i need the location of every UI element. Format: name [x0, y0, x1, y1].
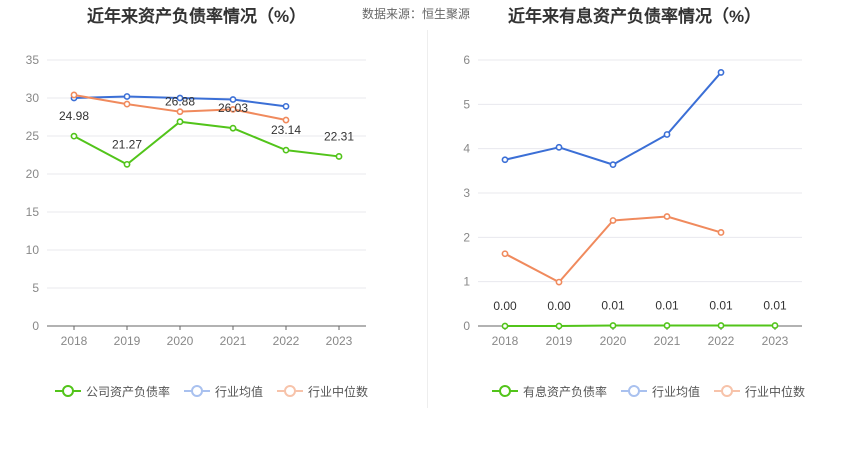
- data-label: 0.00: [493, 299, 517, 313]
- data-label: 0.01: [709, 299, 733, 313]
- legend-orange-line-icon: [714, 384, 741, 398]
- legend-item-industry-median[interactable]: 行业中位数: [277, 383, 368, 400]
- y-tick-label: 1: [463, 275, 470, 289]
- debt-ratio-chart: 0 5 10 15 20 25 30 35 2018 2019 2020 2021 2022 2023 24…: [26, 53, 366, 348]
- legend-label: 行业中位数: [745, 384, 806, 399]
- data-point: [282, 102, 290, 110]
- legend-label: 行业均值: [215, 384, 264, 399]
- y-tick-label: 3: [463, 186, 470, 200]
- y-tick-label: 5: [463, 97, 470, 111]
- data-point: [176, 108, 184, 116]
- data-point: [663, 322, 671, 329]
- chart2-title: 近年来有息资产负债率情况（%）: [508, 7, 762, 26]
- y-tick-label: 6: [463, 53, 470, 67]
- y-tick-label: 5: [32, 281, 39, 295]
- x-tick-label: 2022: [273, 334, 300, 348]
- data-point: [282, 146, 290, 154]
- legend-label: 行业均值: [652, 384, 701, 399]
- data-point: [609, 217, 617, 224]
- data-point: [335, 153, 343, 160]
- data-point: [70, 132, 78, 140]
- data-label: 0.00: [547, 299, 571, 313]
- data-label: 21.27: [112, 137, 142, 151]
- data-label: 22.31: [324, 129, 354, 143]
- data-label: 26.03: [218, 101, 248, 115]
- interest-debt-ratio-chart: 0 1 2 3 4 5 6 2018 2019 2020 2021 2022 2023 0.00 0.00 0…: [463, 53, 802, 348]
- y-tick-label: 0: [32, 319, 39, 333]
- data-point: [229, 124, 237, 132]
- x-tick-label: 2020: [600, 334, 627, 348]
- data-point: [609, 161, 617, 169]
- data-point: [123, 100, 131, 108]
- data-point: [229, 96, 237, 103]
- data-point: [176, 118, 184, 126]
- y-tick-label: 2: [463, 230, 470, 244]
- data-label: 0.01: [601, 299, 625, 313]
- data-point: [717, 69, 725, 76]
- data-point: [771, 322, 779, 329]
- x-tick-label: 2020: [167, 334, 194, 348]
- chart1-title: 近年来资产负债率情况（%）: [87, 7, 307, 26]
- chart2-legend: 有息资产负债率 行业均值 行业中位数: [492, 380, 819, 402]
- y-tick-label: 25: [26, 129, 40, 143]
- data-label: 0.01: [763, 299, 787, 313]
- data-label: 0.01: [655, 299, 679, 313]
- legend-item-industry-mean[interactable]: 行业均值: [621, 383, 700, 400]
- data-label: 26.88: [165, 95, 195, 109]
- x-tick-label: 2023: [762, 334, 789, 348]
- legend-item-industry-mean[interactable]: 行业均值: [184, 383, 263, 400]
- data-point: [663, 131, 671, 138]
- panel-divider: [427, 30, 428, 408]
- series-line-1: [504, 71, 722, 166]
- y-tick-label: 20: [26, 167, 40, 181]
- legend-item-interest-ratio[interactable]: 有息资产负债率: [492, 383, 607, 400]
- x-tick-label: 2021: [220, 334, 247, 348]
- y-tick-label: 30: [26, 91, 40, 105]
- chart1-legend: 公司资产负债率 行业均值 行业中位数: [55, 380, 382, 402]
- data-source-label: 数据来源：恒生聚源: [362, 7, 471, 21]
- legend-label: 行业中位数: [308, 384, 369, 399]
- x-tick-label: 2023: [326, 334, 353, 348]
- x-tick-label: 2018: [61, 334, 88, 348]
- data-label: 23.14: [271, 123, 301, 137]
- data-point: [555, 322, 563, 330]
- y-tick-label: 4: [463, 142, 470, 156]
- data-point: [123, 93, 131, 100]
- y-tick-label: 15: [26, 205, 40, 219]
- data-point: [501, 250, 509, 258]
- data-point: [176, 94, 184, 102]
- legend-item-industry-median[interactable]: 行业中位数: [714, 383, 805, 400]
- x-tick-label: 2021: [654, 334, 681, 348]
- y-tick-label: 10: [26, 243, 40, 257]
- legend-orange-line-icon: [277, 384, 304, 398]
- y-tick-label: 35: [26, 53, 40, 67]
- legend-green-line-icon: [55, 384, 81, 398]
- data-point: [717, 322, 725, 329]
- series-line-0: [73, 120, 340, 166]
- series-line-2: [504, 215, 722, 284]
- y-tick-label: 0: [463, 319, 470, 333]
- data-point: [123, 160, 131, 168]
- data-point: [501, 156, 509, 164]
- legend-blue-line-icon: [184, 384, 211, 398]
- data-point: [229, 106, 237, 113]
- data-label: 24.98: [59, 109, 89, 123]
- data-point: [663, 213, 671, 220]
- data-point: [555, 278, 563, 286]
- legend-blue-line-icon: [621, 384, 648, 398]
- data-point: [555, 143, 563, 151]
- legend-item-company-ratio[interactable]: 公司资产负债率: [55, 383, 170, 400]
- x-tick-label: 2019: [546, 334, 573, 348]
- legend-label: 有息资产负债率: [523, 384, 608, 399]
- legend-green-line-icon: [492, 384, 518, 398]
- data-point: [609, 322, 617, 329]
- x-tick-label: 2018: [492, 334, 519, 348]
- data-point: [70, 91, 78, 99]
- x-tick-label: 2019: [114, 334, 141, 348]
- data-point: [501, 322, 509, 330]
- x-tick-label: 2022: [708, 334, 735, 348]
- data-point: [282, 116, 290, 124]
- legend-label: 公司资产负债率: [86, 384, 171, 399]
- data-point: [717, 229, 725, 236]
